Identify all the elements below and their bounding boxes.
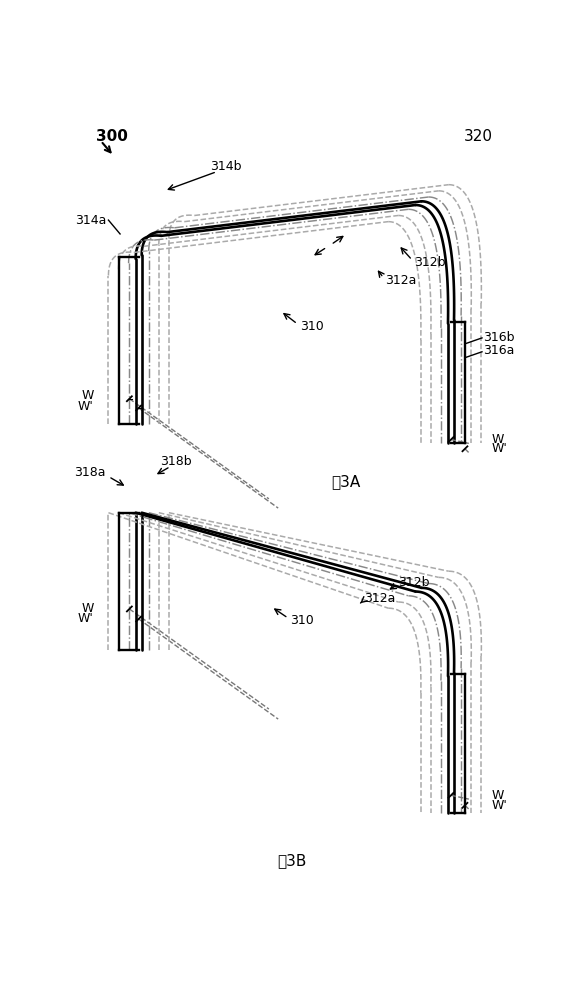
Text: 图3A: 图3A (332, 474, 361, 489)
Text: 316a: 316a (483, 344, 515, 358)
Text: 300: 300 (96, 129, 128, 144)
Text: W': W' (78, 612, 93, 625)
Text: 图3B: 图3B (278, 853, 307, 868)
Text: 318b: 318b (160, 455, 192, 468)
Text: 312b: 312b (398, 576, 430, 588)
Text: W': W' (492, 799, 508, 812)
Text: 310: 310 (300, 320, 324, 333)
Text: 314a: 314a (75, 214, 106, 227)
Text: W: W (492, 789, 504, 802)
Text: 312a: 312a (385, 274, 417, 287)
Text: 310: 310 (291, 614, 314, 627)
Text: W: W (82, 602, 93, 615)
Text: 318a: 318a (74, 466, 105, 479)
Text: W': W' (492, 442, 508, 455)
Text: 312a: 312a (364, 592, 396, 605)
Text: 314b: 314b (210, 160, 242, 173)
Text: 320: 320 (463, 129, 492, 144)
Text: W: W (492, 433, 504, 446)
Text: W': W' (78, 400, 93, 413)
Text: W: W (82, 389, 93, 402)
Text: 316b: 316b (483, 331, 515, 344)
Text: 312b: 312b (414, 256, 446, 269)
